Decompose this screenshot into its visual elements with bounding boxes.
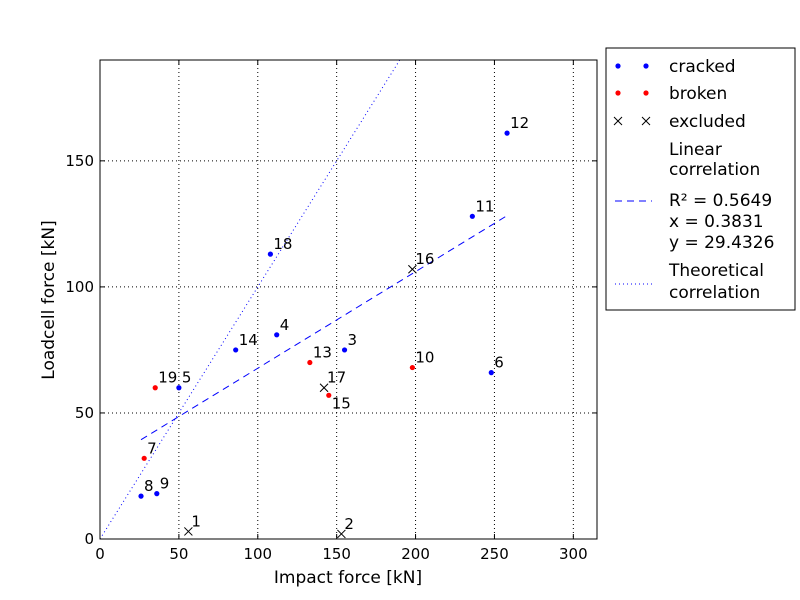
cracked-point (138, 493, 144, 499)
cracked-point (176, 385, 182, 391)
plot-frame (99, 59, 598, 540)
x-marker-stroke (641, 116, 651, 126)
point-label: 1 (191, 512, 201, 530)
broken-point (326, 392, 332, 398)
x-tick-label: 0 (95, 545, 105, 563)
point-label: 12 (510, 114, 529, 132)
linear-correlation-line (140, 215, 508, 441)
legend: crackedbrokenexcludedLinearcorrelationR²… (605, 47, 796, 311)
x-marker-stroke (408, 264, 417, 274)
legend-label-excluded: excluded (669, 112, 746, 132)
broken-point (152, 385, 158, 391)
x-marker-stroke (319, 383, 329, 393)
x-marker-stroke (613, 116, 623, 126)
point-label: 19 (158, 369, 177, 387)
legend-label-linear-correlation: Linear (669, 140, 722, 160)
legend-marker-cracked (643, 63, 649, 69)
x-tick-label: 200 (401, 545, 430, 563)
correlation-lines (99, 59, 508, 540)
point-label: 5 (182, 369, 192, 387)
y-tick-label: 150 (65, 152, 94, 170)
cracked-point (267, 251, 273, 257)
point-label: 2 (344, 515, 354, 533)
point-label: 8 (144, 477, 154, 495)
cracked-point (274, 332, 280, 338)
cracked-point (488, 370, 494, 376)
x-axis-label: Impact force [kN] (274, 568, 422, 588)
y-tick-label: 100 (65, 278, 94, 296)
excluded-point (319, 383, 329, 393)
broken-point (409, 364, 415, 371)
legend-marker-broken (615, 90, 621, 96)
point-label: 4 (280, 316, 290, 334)
point-label: 11 (475, 197, 494, 215)
theoretical-correlation-line (99, 59, 401, 540)
excluded-point (184, 527, 193, 536)
point-label: 3 (348, 331, 358, 349)
point-label: 9 (160, 475, 170, 493)
x-tick-label: 250 (480, 545, 509, 563)
legend-stat-line: R² = 0.5649 (669, 191, 772, 211)
legend-label-broken: broken (669, 84, 727, 104)
point-label: 13 (313, 344, 332, 362)
point-label: 14 (239, 331, 258, 349)
x-marker-stroke (337, 529, 346, 539)
point-label: 17 (327, 369, 346, 387)
cracked-point (469, 213, 475, 219)
y-tick-label: 50 (75, 404, 94, 422)
cracked-point (341, 347, 348, 353)
broken-point (307, 359, 313, 366)
cracked-point (504, 130, 510, 136)
point-label: 15 (332, 394, 351, 412)
legend-label-cracked: cracked (669, 57, 736, 77)
grid-lines (100, 60, 597, 539)
point-label: 10 (415, 349, 434, 367)
point-label: 16 (415, 250, 434, 268)
y-axis-label: Loadcell force [kN] (39, 220, 59, 379)
y-tick-label: 0 (84, 530, 94, 548)
excluded-point (408, 264, 417, 274)
x-tick-label: 100 (243, 545, 272, 563)
broken-point (141, 455, 147, 461)
cracked-point (233, 347, 239, 353)
legend-marker-cracked (615, 63, 621, 69)
legend-stat-line: x = 0.3831 (669, 212, 764, 232)
legend-marker-excluded (613, 116, 623, 126)
legend-marker-broken (643, 90, 649, 96)
legend-label-theoretical-correlation: correlation (669, 283, 760, 303)
point-label: 7 (147, 439, 157, 457)
point-label: 18 (273, 235, 292, 253)
x-tick-label: 150 (322, 545, 351, 563)
cracked-point (154, 491, 160, 497)
x-tick-label: 50 (169, 545, 188, 563)
legend-label-linear-correlation: correlation (669, 160, 760, 180)
x-tick-label: 300 (559, 545, 588, 563)
excluded-point (337, 529, 346, 539)
legend-stat-line: y = 29.4326 (669, 233, 774, 253)
legend-marker-excluded (641, 116, 651, 126)
axis-ticks: 0 50 100 150 200 250 300 0 50 100 150 (65, 60, 597, 563)
x-marker-stroke (184, 527, 193, 536)
point-label: 6 (494, 354, 504, 372)
legend-label-theoretical-correlation: Theoretical (668, 261, 764, 281)
legend-box (605, 47, 796, 311)
